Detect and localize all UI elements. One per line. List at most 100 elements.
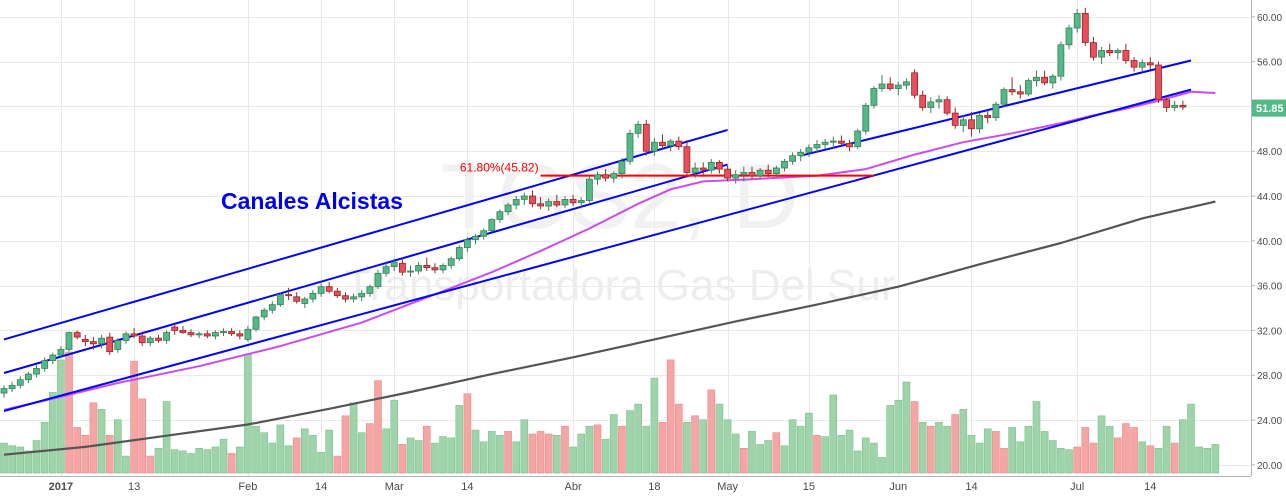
candle-body — [659, 141, 666, 146]
volume-bar — [707, 389, 716, 474]
volume-bar — [179, 450, 187, 474]
candle-body — [667, 140, 675, 147]
candle-body — [358, 292, 366, 298]
candle-body — [626, 132, 634, 162]
volume-bar — [569, 446, 577, 474]
volume-bar — [902, 381, 911, 474]
candle-body — [797, 151, 805, 157]
candle-body — [33, 368, 40, 375]
candle-body — [49, 354, 57, 361]
volume-bar — [813, 434, 821, 474]
price-candles — [0, 7, 1187, 398]
candle-body — [756, 169, 764, 177]
price-axis-label: 24.00 — [1257, 416, 1282, 427]
volume-bar — [740, 447, 748, 474]
volume-bar — [398, 444, 407, 474]
candle-body — [195, 333, 203, 336]
volume-bar — [618, 425, 626, 474]
volume-bar — [845, 429, 854, 474]
candle-body — [520, 195, 528, 200]
candle-body — [602, 174, 609, 179]
volume-bar — [910, 401, 919, 474]
volume-bar — [1016, 441, 1025, 474]
price-axis-label: 60.00 — [1257, 13, 1282, 24]
candle-body — [1179, 104, 1187, 108]
candle-body — [813, 144, 821, 149]
volume-bar — [658, 421, 667, 474]
candle-body — [740, 172, 748, 176]
candle-body — [268, 304, 276, 311]
candle-body — [1114, 50, 1122, 54]
volume-bar — [674, 403, 683, 474]
candle-body — [342, 295, 349, 300]
volume-bar — [122, 455, 130, 474]
fib-level-label: 61.80%(45.82) — [460, 161, 539, 175]
candle-body — [1065, 27, 1073, 46]
candle-body — [146, 337, 154, 344]
volume-bar — [927, 425, 935, 474]
volume-bar — [520, 419, 529, 474]
volume-bar — [780, 445, 789, 474]
volume-bar — [301, 428, 309, 474]
volume-bar — [870, 442, 878, 474]
volume-bar — [544, 433, 553, 474]
candle-body — [805, 147, 813, 153]
volume-bar — [691, 415, 699, 474]
grid-lines — [0, 0, 1251, 476]
time-axis-label: 14 — [965, 481, 977, 493]
time-axis-label: 2017 — [49, 481, 73, 493]
candle-body — [504, 204, 512, 213]
candle-body — [73, 332, 81, 338]
candle-body — [1073, 12, 1081, 29]
channel-line — [3, 88, 1192, 412]
candle-body — [301, 298, 309, 304]
volume-bar — [837, 434, 846, 474]
volume-bar — [861, 437, 870, 474]
candle-body — [415, 264, 423, 272]
volume-bar — [601, 438, 610, 474]
candle-body — [309, 292, 317, 300]
candle-body — [553, 201, 561, 206]
candle-body — [927, 101, 935, 108]
candle-body — [764, 169, 772, 174]
volume-bar — [748, 431, 756, 474]
candle-body — [1033, 76, 1040, 82]
volume-bar — [796, 425, 805, 474]
volume-bar — [260, 432, 268, 474]
volume-bar — [788, 419, 797, 474]
candle-body — [1008, 89, 1016, 93]
price-axis-label: 20.00 — [1257, 461, 1282, 472]
volume-bar — [374, 380, 382, 474]
candle-body — [683, 146, 691, 173]
candle-body — [634, 123, 642, 134]
candle-body — [862, 104, 870, 132]
candle-body — [699, 167, 707, 171]
volume-bar — [577, 433, 586, 474]
volume-bar — [528, 433, 537, 474]
candle-body — [447, 258, 455, 266]
candle-body — [943, 99, 951, 114]
volume-bar — [211, 446, 220, 474]
time-axis-label: Jun — [889, 481, 907, 493]
volume-bar — [268, 442, 277, 474]
volume-bar — [24, 450, 33, 474]
volume-bar — [634, 403, 642, 474]
volume-bar — [1195, 446, 1203, 474]
volume-bar — [1170, 442, 1179, 474]
volume-bar — [97, 408, 106, 474]
volume-bar — [1162, 425, 1171, 474]
volume-bar — [48, 392, 57, 474]
candle-body — [577, 200, 585, 204]
candle-body — [1041, 76, 1048, 84]
volume-bar — [967, 434, 976, 474]
volume-bar — [447, 437, 455, 474]
candle-body — [431, 267, 439, 271]
candle-body — [81, 338, 89, 342]
volume-bar — [487, 431, 496, 474]
candle-body — [1163, 99, 1170, 108]
volume-bars — [0, 351, 1220, 474]
candle-body — [163, 332, 171, 341]
volume-bar — [1122, 423, 1130, 474]
time-axis[interactable]: 2017 13 Feb 14 Mar 14 Abr 18 May 15 Jun 14 Jul 14 — [0, 476, 1251, 494]
candle-body — [951, 112, 959, 126]
